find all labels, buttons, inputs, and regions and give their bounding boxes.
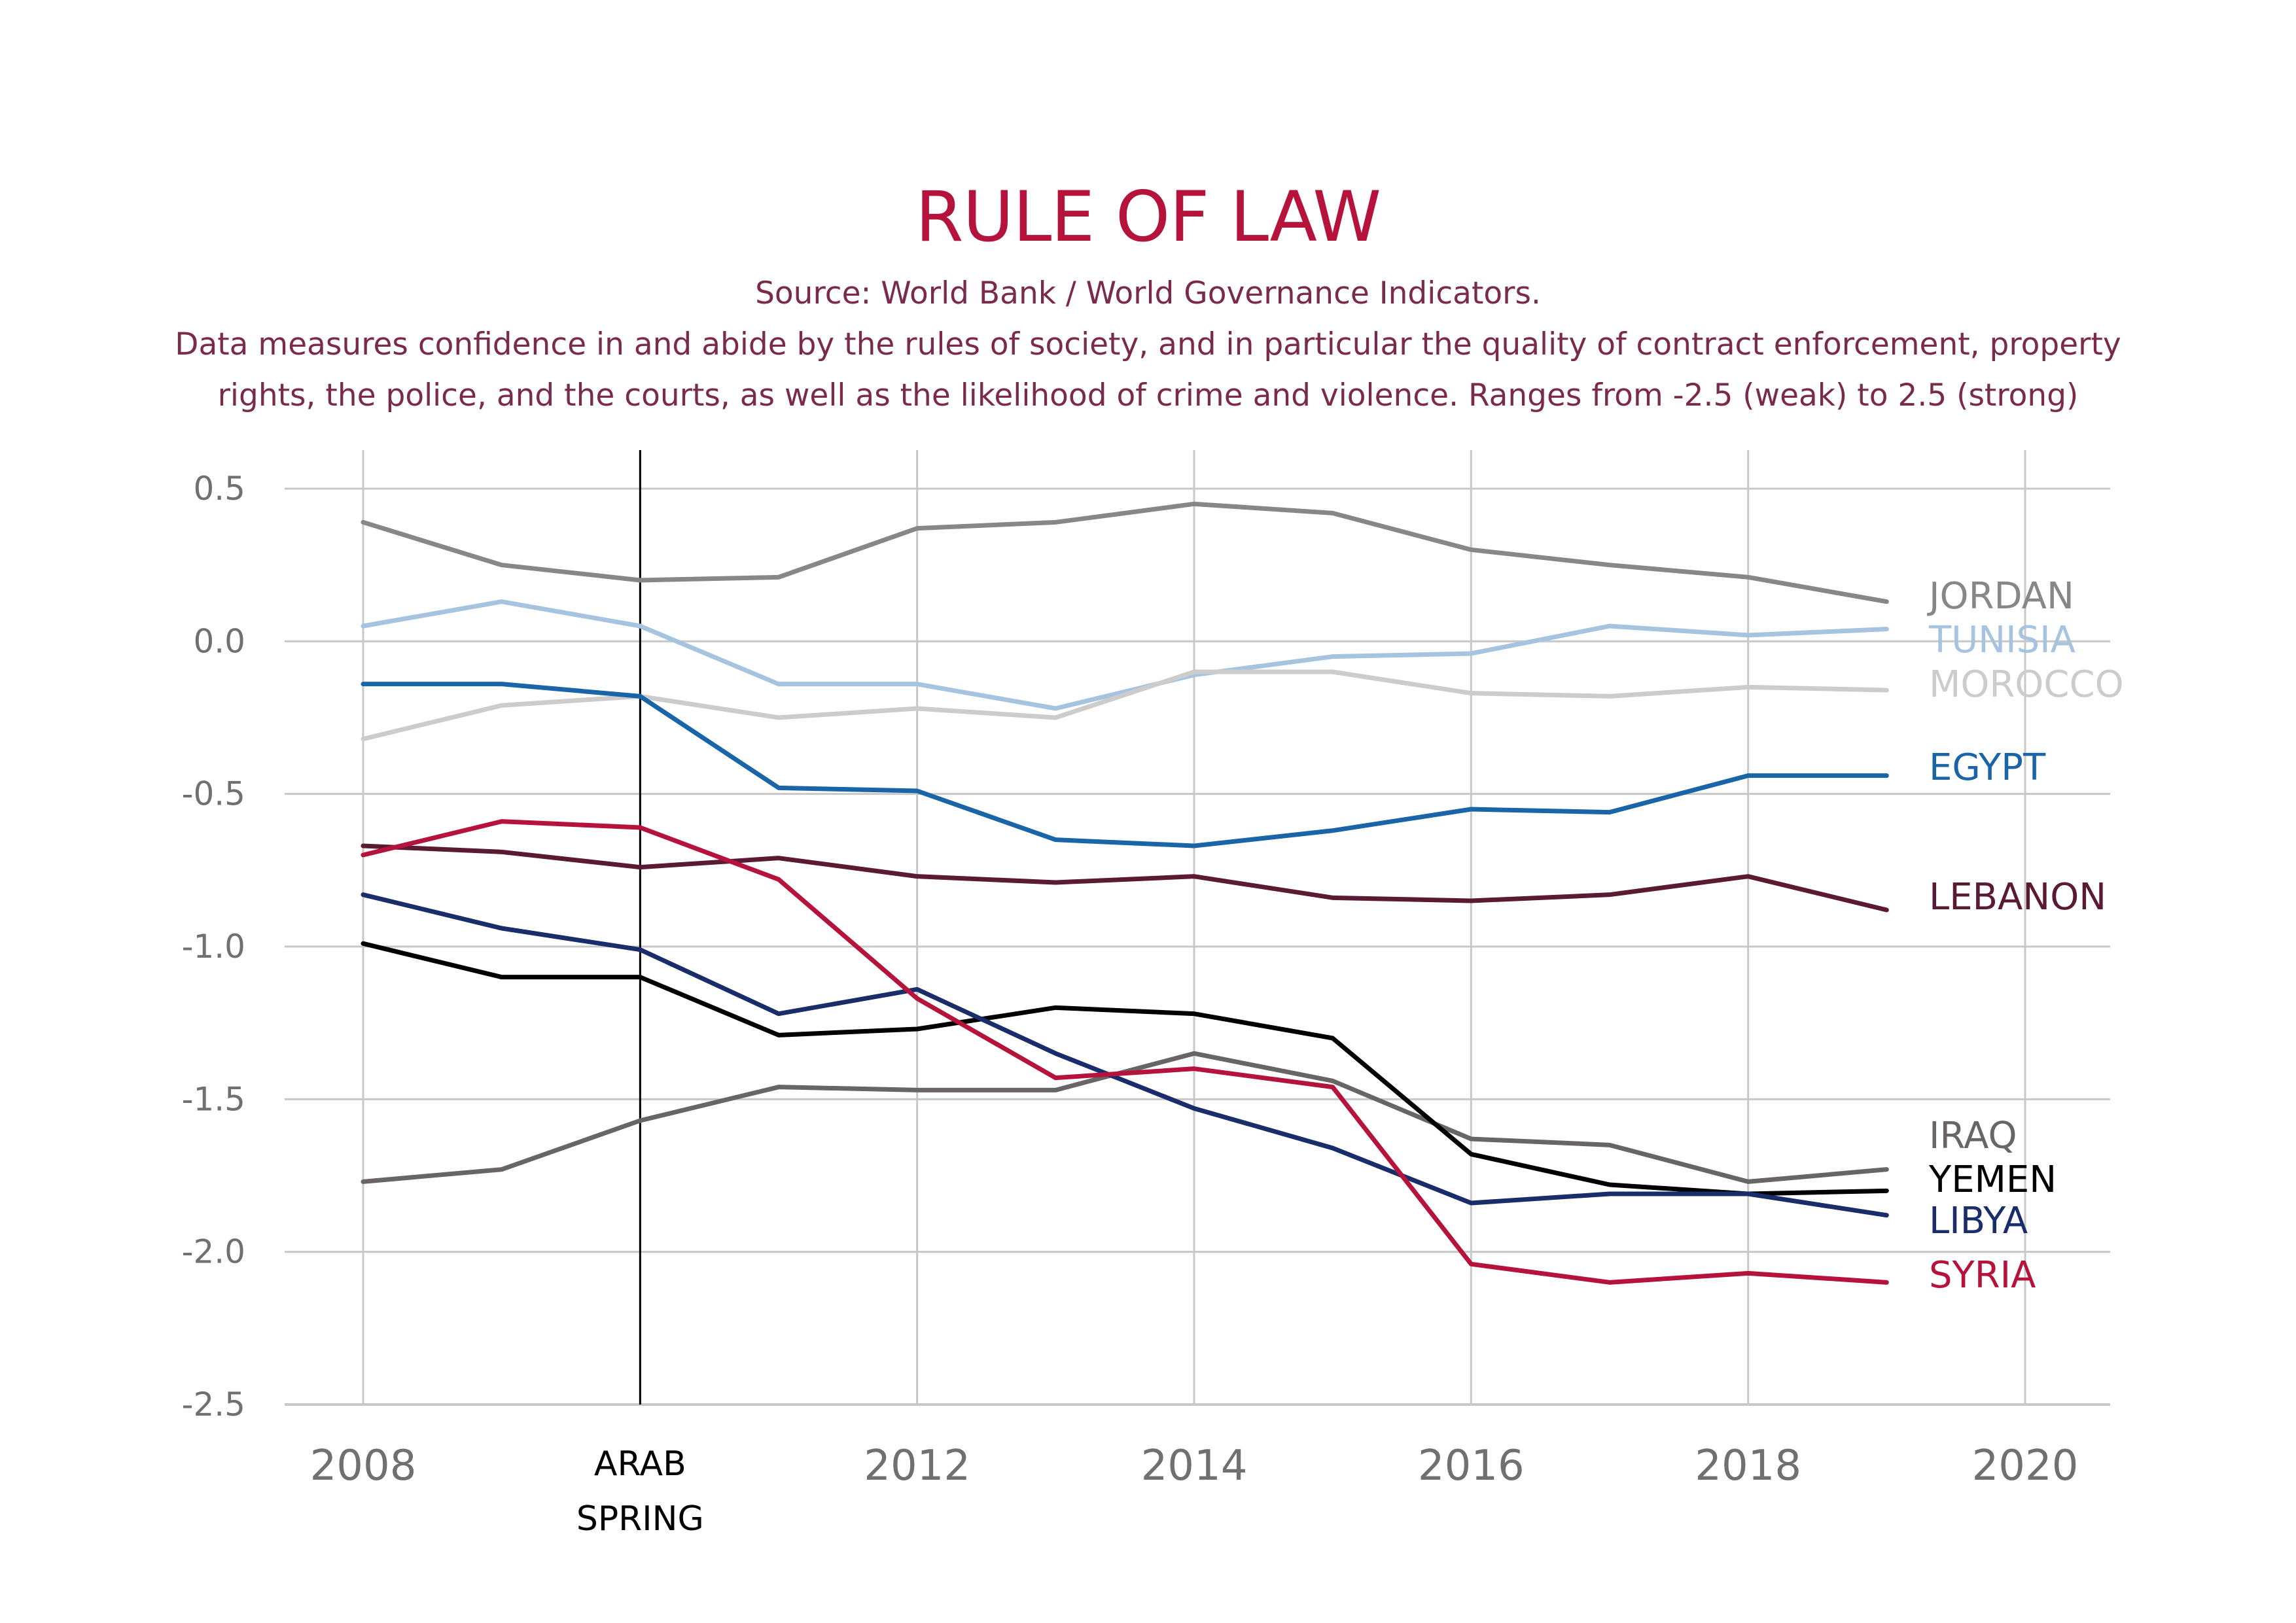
subtitle-line-description-2: rights, the police, and the courts, as w… [217,377,2079,413]
subtitle-line-source: Source: World Bank / World Governance In… [755,275,1541,311]
series-line-syria [361,819,1889,1285]
subtitle-line-description-1: Data measures confidence in and abide by… [175,326,2121,362]
series-line-lebanon [361,843,1889,913]
series-line-morocco [361,669,1889,742]
arab-spring-label: ARAB [594,1444,686,1484]
series-label-egypt: EGYPT [1929,746,2046,789]
series-label-yemen: YEMEN [1928,1159,2057,1201]
series-label-syria: SYRIA [1929,1254,2036,1297]
series-line-egypt [361,682,1889,848]
x-tick-label: 2008 [310,1442,417,1490]
series-line-jordan [361,501,1889,604]
series-line-tunisia [361,599,1889,711]
series-line-libya [361,892,1889,1218]
series-label-iraq: IRAQ [1929,1115,2017,1157]
y-tick-label: 0.0 [193,622,245,660]
y-tick-label: -1.0 [181,928,245,966]
y-tick-label: -2.5 [181,1386,245,1423]
series-label-tunisia: TUNISIA [1928,619,2075,661]
series-label-libya: LIBYA [1929,1200,2028,1242]
x-tick-label: 2016 [1418,1442,1525,1490]
chart-subtitle: Source: World Bank / World Governance In… [0,268,2296,421]
y-tick-label: -2.0 [181,1233,245,1271]
series-label-lebanon: LEBANON [1929,876,2106,918]
x-tick-label: 2014 [1141,1442,1248,1490]
chart-title: RULE OF LAW [915,177,1381,257]
series-line-yemen [361,941,1889,1196]
series-label-jordan: JORDAN [1927,575,2074,618]
y-tick-label: 0.5 [193,470,245,508]
x-tick-label: 2020 [1972,1442,2079,1490]
y-tick-label: -1.5 [181,1080,245,1118]
x-tick-label: 2012 [864,1442,970,1490]
x-tick-label: 2018 [1695,1442,1801,1490]
y-tick-label: -0.5 [181,775,245,813]
arab-spring-label: SPRING [576,1499,704,1539]
series-label-morocco: MOROCCO [1929,663,2124,706]
